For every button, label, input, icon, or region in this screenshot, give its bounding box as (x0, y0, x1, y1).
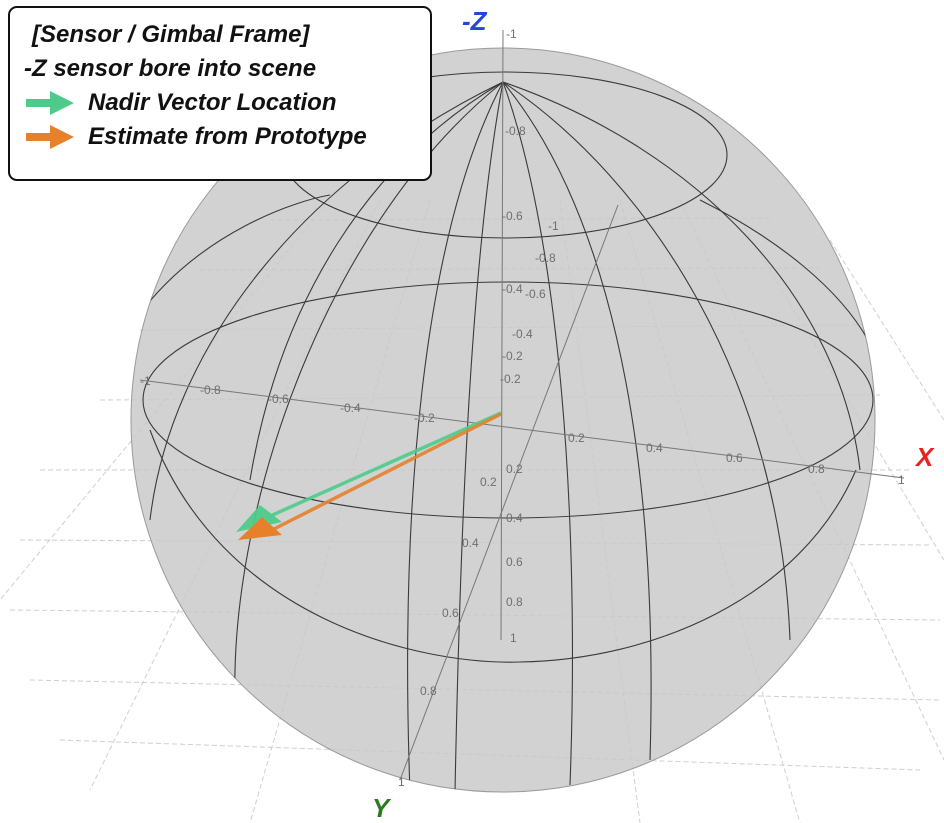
legend-title: [Sensor / Gimbal Frame] (32, 21, 310, 48)
green-arrow-icon (26, 91, 74, 115)
legend-item-estimate: Estimate from Prototype (24, 120, 416, 154)
legend-box: [Sensor / Gimbal Frame] -Z sensor bore i… (8, 6, 432, 181)
x-tick: -0.4 (340, 401, 361, 415)
z-tick: -0.4 (502, 282, 523, 296)
x-axis-label: X (914, 442, 935, 472)
nadir-vector (236, 411, 502, 532)
y-axis-label: Y (372, 793, 392, 823)
z-tick: -0.8 (505, 124, 526, 138)
x-tick: -0.2 (414, 411, 435, 425)
z-axis-label: -Z (462, 6, 488, 36)
x-tick: 0.6 (726, 451, 743, 465)
z-tick: 0.8 (506, 595, 523, 609)
legend-item-nadir: Nadir Vector Location (24, 86, 416, 120)
z-tick: 0.4 (506, 511, 523, 525)
z-tick: 0.2 (506, 462, 523, 476)
orange-arrow-icon (26, 125, 74, 149)
z-tick: -0.6 (502, 209, 523, 223)
z-tick: 1 (510, 631, 517, 645)
x-tick: -0.8 (200, 383, 221, 397)
y-tick: -0.2 (500, 372, 521, 386)
sphere-meridians (149, 81, 861, 792)
x-tick: 0.8 (808, 462, 825, 476)
x-tick: -1 (140, 374, 151, 388)
z-tick: -1 (506, 27, 517, 41)
y-tick: 1 (398, 775, 405, 789)
y-tick: -0.4 (512, 327, 533, 341)
y-tick: 0.4 (462, 536, 479, 550)
x-tick: 1 (898, 473, 905, 487)
y-tick: 0.6 (442, 606, 459, 620)
x-axis-ticks: -1 -0.8 -0.6 -0.4 -0.2 0.2 0.4 0.6 0.8 1 (140, 374, 905, 487)
z-tick: 0.6 (506, 555, 523, 569)
legend-item-label: Estimate from Prototype (88, 123, 367, 150)
axis-lines (139, 29, 905, 781)
legend-item-label: Nadir Vector Location (88, 89, 337, 116)
z-axis-ticks: -1 -0.8 -0.6 -0.4 -0.2 0.2 0.4 0.6 0.8 1 (502, 27, 526, 645)
y-axis-ticks: -1 -0.8 -0.6 -0.4 -0.2 0.2 0.4 0.6 0.8 1 (398, 219, 559, 789)
y-tick: 0.2 (480, 475, 497, 489)
y-tick: -0.6 (525, 287, 546, 301)
x-tick: 0.2 (568, 431, 585, 445)
x-tick: 0.4 (646, 441, 663, 455)
y-tick: 0.8 (420, 684, 437, 698)
legend-subtitle: -Z sensor bore into scene (24, 55, 317, 82)
y-tick: -0.8 (535, 251, 556, 265)
prototype-estimate-vector (238, 412, 502, 540)
x-tick: -0.6 (268, 392, 289, 406)
z-tick: -0.2 (502, 349, 523, 363)
y-tick: -1 (548, 219, 559, 233)
